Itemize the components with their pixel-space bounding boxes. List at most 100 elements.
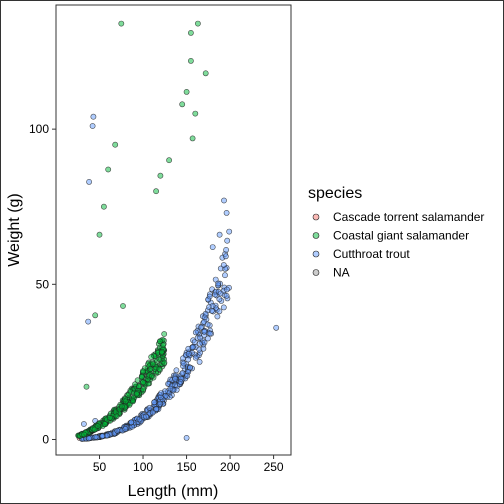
data-point <box>167 385 174 392</box>
data-point <box>132 381 138 388</box>
data-point <box>201 328 208 335</box>
data-point <box>138 374 145 380</box>
data-point <box>160 342 167 348</box>
data-point <box>224 237 231 244</box>
data-point <box>157 172 164 179</box>
data-point <box>220 262 227 268</box>
data-point <box>112 141 119 148</box>
legend-title: species <box>308 185 362 202</box>
data-point <box>187 30 194 36</box>
data-point <box>185 350 192 357</box>
data-point <box>161 359 168 366</box>
data-point <box>81 421 87 427</box>
data-point <box>140 386 147 393</box>
data-point <box>183 89 190 95</box>
data-point <box>143 413 149 420</box>
data-point <box>209 303 216 309</box>
x-axis-title: Length (mm) <box>128 483 219 500</box>
data-point <box>81 431 87 438</box>
data-point <box>92 434 99 440</box>
x-tick-label: 100 <box>133 460 153 474</box>
data-point <box>223 292 230 299</box>
data-point <box>192 354 199 361</box>
data-point <box>101 203 107 210</box>
data-point <box>221 197 227 204</box>
data-point <box>214 313 221 320</box>
data-point <box>146 404 153 411</box>
data-point <box>156 365 163 372</box>
data-points <box>75 20 280 442</box>
legend-label: Cutthroat trout <box>333 247 410 261</box>
data-point <box>102 421 108 427</box>
y-tick-label: 50 <box>36 277 50 291</box>
data-point <box>202 70 209 77</box>
data-point <box>89 123 96 129</box>
legend-label: NA <box>333 266 350 280</box>
data-point <box>125 392 132 399</box>
data-point <box>130 398 136 405</box>
data-point <box>91 426 98 433</box>
data-point <box>183 434 190 441</box>
legend-key <box>312 232 320 239</box>
y-tick-label: 100 <box>29 122 49 136</box>
data-point <box>86 435 92 442</box>
data-point <box>187 364 194 371</box>
x-tick-label: 150 <box>177 460 197 474</box>
data-point <box>189 135 196 142</box>
data-point <box>140 379 146 386</box>
legend-key <box>312 213 320 221</box>
data-point <box>149 409 156 416</box>
data-point <box>139 368 146 375</box>
data-point <box>118 20 125 27</box>
legend-key <box>312 250 320 258</box>
data-point <box>222 253 229 260</box>
legend-label: Cascade torrent salamander <box>333 210 484 224</box>
x-tick-label: 50 <box>93 460 107 474</box>
data-point <box>215 280 222 287</box>
data-point <box>86 178 92 185</box>
data-point <box>209 244 216 250</box>
data-point <box>153 406 159 412</box>
y-axis-title: Weight (g) <box>6 193 23 267</box>
data-point <box>226 228 233 235</box>
data-point <box>196 358 203 365</box>
data-point <box>223 209 230 216</box>
data-point <box>158 348 165 355</box>
legend-key <box>312 269 320 276</box>
data-point <box>223 286 230 293</box>
data-point <box>206 293 213 300</box>
data-point <box>151 399 158 406</box>
x-tick-label: 200 <box>220 460 240 474</box>
data-point <box>166 157 172 164</box>
legend-label: Coastal giant salamander <box>333 229 469 243</box>
data-point <box>192 329 199 336</box>
data-point <box>122 398 129 405</box>
y-tick-label: 0 <box>42 432 49 446</box>
data-point <box>197 324 204 331</box>
data-point <box>90 113 97 120</box>
data-point <box>172 375 178 382</box>
data-point <box>184 372 191 379</box>
legend: Cascade torrent salamander Coastal giant … <box>312 210 484 280</box>
data-point <box>120 303 126 309</box>
data-point <box>189 344 196 350</box>
data-point <box>208 307 215 314</box>
data-point <box>185 356 192 363</box>
data-point <box>216 308 223 315</box>
data-point <box>157 400 163 407</box>
data-point <box>220 304 227 311</box>
data-point <box>192 110 199 117</box>
data-point <box>223 246 229 253</box>
data-point <box>204 335 211 342</box>
data-point <box>149 361 156 367</box>
data-point <box>222 272 228 279</box>
data-point <box>147 366 154 373</box>
data-point <box>122 426 129 432</box>
data-point <box>172 381 179 388</box>
data-point <box>180 355 186 362</box>
data-point <box>179 370 186 376</box>
data-point <box>216 231 223 238</box>
data-point <box>107 414 113 421</box>
data-point <box>161 331 168 337</box>
data-point <box>83 383 90 390</box>
